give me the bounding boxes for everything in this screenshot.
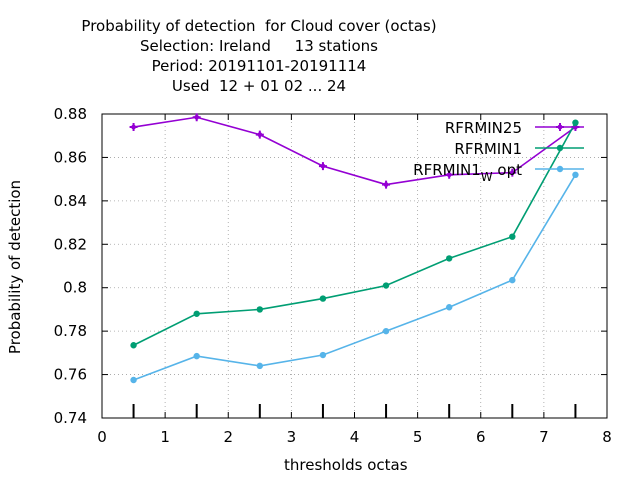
data-point (131, 124, 136, 130)
series-line (133, 174, 577, 381)
legend-marker (556, 144, 564, 152)
data-point (257, 132, 263, 138)
data-point (130, 376, 137, 384)
legend-label: RFRMIN1 (454, 140, 522, 158)
data-point (509, 233, 516, 240)
data-point (382, 282, 390, 289)
x-axis-label: thresholds octas (284, 456, 408, 474)
legend: RFRMIN25 RFRMIN1 RFRMIN1W opt (413, 119, 584, 184)
data-point (256, 362, 264, 370)
data-point (572, 171, 579, 178)
x-tick-label: 0 (97, 428, 107, 446)
data-point (445, 304, 453, 311)
data-point (319, 295, 327, 302)
chart-title-line-4: Used 12 + 01 02 ... 24 (171, 77, 347, 95)
data-point (194, 114, 200, 120)
data-point (382, 327, 390, 335)
series-line (133, 116, 576, 186)
series-2 (130, 119, 579, 349)
x-tick-label: 5 (413, 428, 423, 446)
legend-label: RFRMIN25 (445, 119, 522, 137)
x-tick-label: 8 (602, 428, 612, 446)
x-tick-label: 1 (160, 428, 170, 446)
chart-title-line-2: Selection: Ireland 13 stations (140, 37, 378, 55)
legend-label: RFRMIN1W opt (413, 161, 522, 184)
data-point (319, 351, 327, 359)
x-tick-label: 3 (287, 428, 297, 446)
y-tick-label: 0.86 (54, 148, 87, 166)
data-point (509, 170, 515, 176)
series-line (133, 122, 577, 346)
y-tick-label: 0.82 (54, 235, 87, 253)
legend-marker (557, 124, 563, 130)
y-axis-label: Probability of detection (6, 179, 24, 355)
grid-lines (102, 114, 607, 418)
data-point (193, 310, 200, 317)
x-tick-label: 6 (476, 428, 486, 446)
data-point (320, 163, 326, 169)
chart-title-line-3: Period: 20191101-20191114 (151, 57, 367, 75)
y-tick-label: 0.88 (54, 105, 87, 123)
chart-title-line-1: Probability of detection for Cloud cover… (81, 17, 437, 35)
data-point (445, 255, 453, 262)
data-point (130, 342, 137, 349)
y-tick-label: 0.84 (54, 192, 87, 210)
data-point (572, 119, 579, 126)
data-point (446, 172, 452, 178)
data-point (509, 276, 516, 284)
x-tick-label: 2 (223, 428, 233, 446)
data-point (256, 306, 264, 313)
x-tick-label: 4 (350, 428, 360, 446)
y-tick-label: 0.8 (63, 279, 87, 297)
data-point (193, 352, 200, 360)
x-tick-label: 7 (539, 428, 549, 446)
legend-marker (556, 165, 564, 173)
y-tick-label: 0.76 (54, 366, 87, 384)
data-point (383, 182, 389, 187)
series-1 (129, 113, 580, 189)
series-3 (130, 171, 579, 384)
y-tick-label: 0.74 (54, 409, 87, 427)
y-tick-label: 0.78 (54, 322, 87, 340)
